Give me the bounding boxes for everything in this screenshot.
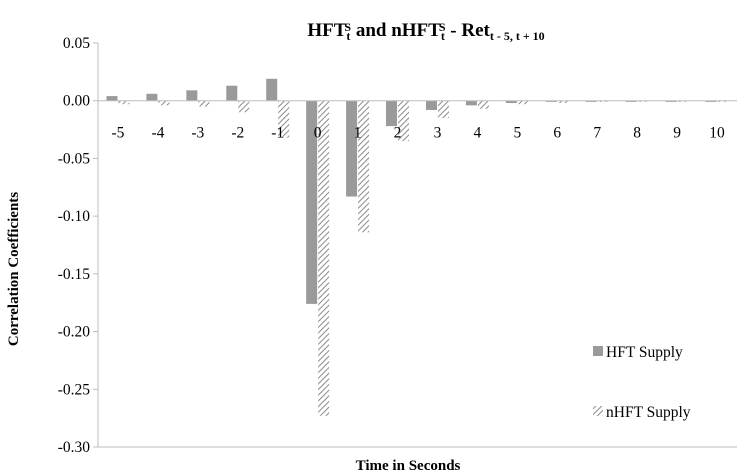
x-tick-label: -1 xyxy=(271,125,284,142)
y-tick-label: 0.05 xyxy=(63,35,90,52)
chart-title-part: S xyxy=(344,20,351,34)
legend-label: HFT Supply xyxy=(606,344,683,361)
chart-title-part: HFT xyxy=(307,20,346,41)
legend: HFT Supply nHFT Supply xyxy=(593,344,691,421)
y-tick-label: -0.30 xyxy=(58,439,91,456)
x-tick-label: 8 xyxy=(633,125,641,142)
bar-hft-supply xyxy=(266,78,278,101)
bar-hft-supply xyxy=(306,100,318,304)
bar-hft-supply xyxy=(665,100,677,102)
bar-nhft-supply xyxy=(278,100,290,138)
chart-title: HFTtS and nHFTtS - Rett - 5, t + 10 xyxy=(307,20,544,43)
chart-title-part: - Ret xyxy=(446,20,491,41)
bar-hft-supply xyxy=(346,100,358,197)
bar-hft-supply xyxy=(705,100,717,102)
legend-swatch xyxy=(593,406,603,416)
y-axis-label: Correlation Coefficients xyxy=(6,192,22,346)
bar-nhft-supply xyxy=(677,100,689,102)
bar-hft-supply xyxy=(505,100,517,104)
chart-title-part: t - 5, t + 10 xyxy=(490,29,545,43)
x-tick-label: 4 xyxy=(474,125,482,142)
x-tick-label: 5 xyxy=(513,125,521,142)
bar-hft-supply xyxy=(465,100,477,106)
y-tick-label: -0.20 xyxy=(58,324,91,341)
bar-nhft-supply xyxy=(597,100,609,102)
bar-hft-supply xyxy=(226,85,238,101)
bar-nhft-supply xyxy=(398,100,410,142)
bar-group xyxy=(106,78,729,416)
bar-nhft-supply xyxy=(557,100,569,104)
bar-nhft-supply xyxy=(637,100,649,102)
chart-title-part: S xyxy=(439,20,446,34)
x-tick-label: 6 xyxy=(553,125,561,142)
x-axis-label: Time in Seconds xyxy=(356,458,461,474)
bar-nhft-supply xyxy=(717,100,729,102)
bar-hft-supply xyxy=(585,100,597,102)
chart-title-part: and nHFT xyxy=(351,20,441,41)
bar-nhft-supply xyxy=(358,100,370,233)
bar-nhft-supply xyxy=(198,100,210,107)
bar-nhft-supply xyxy=(318,100,330,416)
chart-title-part: t xyxy=(441,29,445,43)
bar-hft-supply xyxy=(146,93,158,101)
x-tick-label: 1 xyxy=(354,125,362,142)
chart-title-part: t xyxy=(346,29,350,43)
legend-label: nHFT Supply xyxy=(606,404,691,421)
y-tick-label: -0.05 xyxy=(58,150,91,167)
x-tick-label: 7 xyxy=(593,125,601,142)
bar-hft-supply xyxy=(545,100,557,102)
x-tick-label: -4 xyxy=(151,125,164,142)
y-tick-label: -0.15 xyxy=(58,266,91,283)
x-tick-label: -2 xyxy=(231,125,244,142)
x-tick-label: 9 xyxy=(673,125,681,142)
y-tick-label: -0.10 xyxy=(58,208,91,225)
x-tick-label: -5 xyxy=(112,125,125,142)
bar-nhft-supply xyxy=(238,100,250,113)
bar-nhft-supply xyxy=(118,100,130,105)
bar-hft-supply xyxy=(186,90,198,101)
x-tick-group: -5 -4 -3 -2 -1 0 1 2 3 4 5 6 7 8 9 10 xyxy=(112,125,726,142)
x-tick-label: 2 xyxy=(394,125,402,142)
bar-nhft-supply xyxy=(437,100,449,119)
bar-hft-supply xyxy=(106,96,118,101)
x-tick-label: 3 xyxy=(434,125,442,142)
bar-nhft-supply xyxy=(477,100,489,109)
bar-hft-supply xyxy=(625,100,637,102)
legend-swatch xyxy=(593,346,603,356)
bar-hft-supply xyxy=(425,100,437,110)
y-tick-label: -0.25 xyxy=(58,381,91,398)
bar-nhft-supply xyxy=(158,100,170,106)
x-tick-label: -3 xyxy=(191,125,204,142)
x-tick-label: 10 xyxy=(709,125,725,142)
x-tick-label: 0 xyxy=(314,125,322,142)
bar-hft-supply xyxy=(386,100,398,127)
y-tick-label: 0.00 xyxy=(63,93,90,110)
bar-nhft-supply xyxy=(517,100,529,105)
y-tick-group: 0.05 0.00 -0.05 -0.10 -0.15 -0.20 -0.25 -0.30 xyxy=(58,35,98,456)
